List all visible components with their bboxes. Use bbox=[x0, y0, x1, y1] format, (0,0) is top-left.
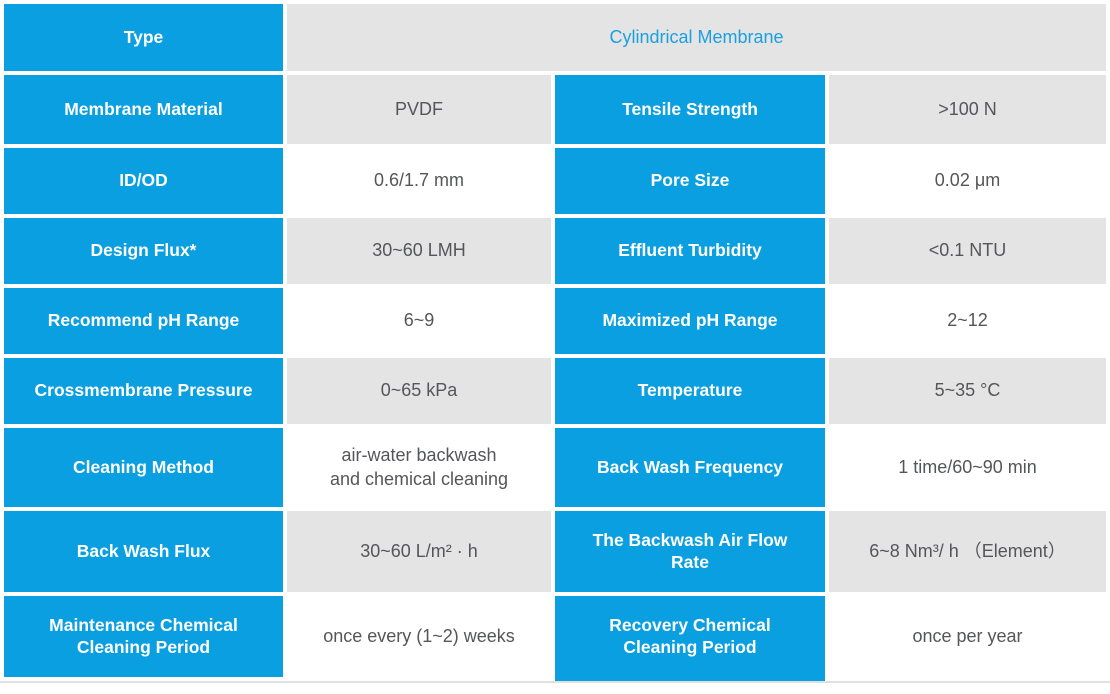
pore-size-label-cell: Pore Size bbox=[555, 148, 825, 214]
temperature-label-cell: Temperature bbox=[555, 358, 825, 424]
recommend-ph-value-cell: 6~9 bbox=[287, 288, 551, 354]
effluent-turbidity-label-cell: Effluent Turbidity bbox=[555, 218, 825, 284]
maximized-ph-label-cell: Maximized pH Range bbox=[555, 288, 825, 354]
maintenance-cleaning-value-cell: once every (1~2) weeks bbox=[287, 596, 551, 677]
table-row: Membrane Material PVDF Tensile Strength … bbox=[4, 75, 1107, 144]
backwash-airflow-value-cell: 6~8 Nm³/ h （Element） bbox=[829, 511, 1107, 592]
recovery-cleaning-label-cell: Recovery Chemical Cleaning Period bbox=[555, 596, 825, 677]
table-row: Maintenance Chemical Cleaning Period onc… bbox=[4, 596, 1107, 677]
backwash-flux-value-cell: 30~60 L/m² · h bbox=[287, 511, 551, 592]
table-row: ID/OD 0.6/1.7 mm Pore Size 0.02 μm bbox=[4, 148, 1107, 214]
maintenance-cleaning-label-cell: Maintenance Chemical Cleaning Period bbox=[4, 596, 283, 677]
design-flux-label-cell: Design Flux* bbox=[4, 218, 283, 284]
tensile-strength-value-cell: >100 N bbox=[829, 75, 1107, 144]
maximized-ph-value-cell: 2~12 bbox=[829, 288, 1107, 354]
recovery-cleaning-value-cell: once per year bbox=[829, 596, 1107, 677]
backwash-frequency-label-cell: Back Wash Frequency bbox=[555, 428, 825, 507]
crossmembrane-pressure-label-cell: Crossmembrane Pressure bbox=[4, 358, 283, 424]
id-od-value-cell: 0.6/1.7 mm bbox=[287, 148, 551, 214]
membrane-material-value-cell: PVDF bbox=[287, 75, 551, 144]
cleaning-method-label-cell: Cleaning Method bbox=[4, 428, 283, 507]
table-row: Cleaning Method air-water backwash and c… bbox=[4, 428, 1107, 507]
cleaning-method-value-cell: air-water backwash and chemical cleaning bbox=[287, 428, 551, 507]
backwash-flux-label-cell: Back Wash Flux bbox=[4, 511, 283, 592]
recommend-ph-label-cell: Recommend pH Range bbox=[4, 288, 283, 354]
crossmembrane-pressure-value-cell: 0~65 kPa bbox=[287, 358, 551, 424]
table-row: Back Wash Flux 30~60 L/m² · h The Backwa… bbox=[4, 511, 1107, 592]
backwash-frequency-value-cell: 1 time/60~90 min bbox=[829, 428, 1107, 507]
membrane-material-label-cell: Membrane Material bbox=[4, 75, 283, 144]
temperature-value-cell: 5~35 °C bbox=[829, 358, 1107, 424]
id-od-label-cell: ID/OD bbox=[4, 148, 283, 214]
design-flux-value-cell: 30~60 LMH bbox=[287, 218, 551, 284]
bottom-divider bbox=[0, 681, 1110, 683]
backwash-airflow-label-cell: The Backwash Air Flow Rate bbox=[555, 511, 825, 592]
effluent-turbidity-value-cell: <0.1 NTU bbox=[829, 218, 1107, 284]
type-label-cell: Type bbox=[4, 4, 283, 71]
table-row: Design Flux* 30~60 LMH Effluent Turbidit… bbox=[4, 218, 1107, 284]
pore-size-value-cell: 0.02 μm bbox=[829, 148, 1107, 214]
type-value-cell: Cylindrical Membrane bbox=[287, 4, 1107, 71]
tensile-strength-label-cell: Tensile Strength bbox=[555, 75, 825, 144]
table-row-type: Type Cylindrical Membrane bbox=[4, 4, 1107, 71]
table-row: Recommend pH Range 6~9 Maximized pH Rang… bbox=[4, 288, 1107, 354]
table-row: Crossmembrane Pressure 0~65 kPa Temperat… bbox=[4, 358, 1107, 424]
